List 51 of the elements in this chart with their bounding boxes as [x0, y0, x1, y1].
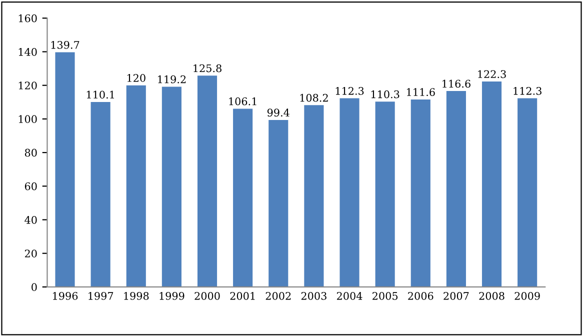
data-label: 110.3 — [371, 90, 400, 98]
bar — [55, 52, 75, 287]
bar — [233, 108, 253, 287]
x-tick-label: 2003 — [301, 292, 326, 300]
bar — [268, 120, 288, 287]
data-label: 108.2 — [300, 94, 328, 102]
bar — [90, 102, 110, 287]
data-label: 139.7 — [51, 40, 80, 49]
data-label: 125.8 — [194, 64, 222, 72]
x-tick-label: 2002 — [266, 292, 291, 300]
bar — [162, 86, 182, 287]
bar — [375, 102, 395, 287]
x-tick-label: 2001 — [230, 292, 255, 300]
data-label: 120 — [127, 74, 146, 82]
y-tick-label: 40 — [24, 216, 37, 224]
data-label: 112.3 — [514, 86, 542, 95]
y-tick-label: 140 — [18, 48, 37, 56]
bar — [304, 105, 324, 287]
x-tick-label: 1998 — [124, 292, 149, 300]
data-label: 106.1 — [229, 97, 256, 106]
data-label: 112.3 — [336, 86, 364, 95]
data-label: 99.4 — [267, 108, 290, 117]
x-tick-label: 2005 — [372, 292, 398, 300]
bar — [482, 81, 502, 287]
y-tick-label: 100 — [18, 115, 37, 124]
x-tick-label: 1997 — [88, 292, 114, 300]
x-tick-label: 2004 — [336, 292, 362, 300]
data-label: 110.1 — [86, 90, 114, 99]
bar — [197, 76, 218, 287]
y-tick-label: 60 — [24, 182, 37, 190]
data-label: 122.3 — [478, 70, 506, 78]
bar — [410, 99, 430, 287]
y-tick-label: 120 — [18, 82, 37, 90]
y-tick-label: 20 — [24, 250, 37, 258]
data-label: 116.6 — [442, 80, 470, 88]
x-tick-label: 2007 — [444, 292, 469, 300]
data-label: 119.2 — [158, 75, 186, 84]
x-tick-label: 2008 — [479, 292, 504, 300]
bar — [446, 91, 466, 287]
x-tick-label: 2000 — [194, 292, 220, 300]
y-tick-label: 0 — [32, 283, 37, 292]
x-tick-label: 1999 — [160, 292, 184, 300]
bar — [518, 98, 538, 287]
y-tick-label: 80 — [24, 148, 37, 157]
x-tick-label: 2006 — [408, 292, 434, 300]
bar — [340, 98, 360, 287]
data-label: 111.6 — [406, 88, 435, 96]
x-tick-label: 1996 — [53, 292, 78, 300]
y-tick-label: 160 — [18, 14, 37, 22]
bar — [126, 85, 146, 287]
x-tick-label: 2009 — [514, 292, 540, 300]
